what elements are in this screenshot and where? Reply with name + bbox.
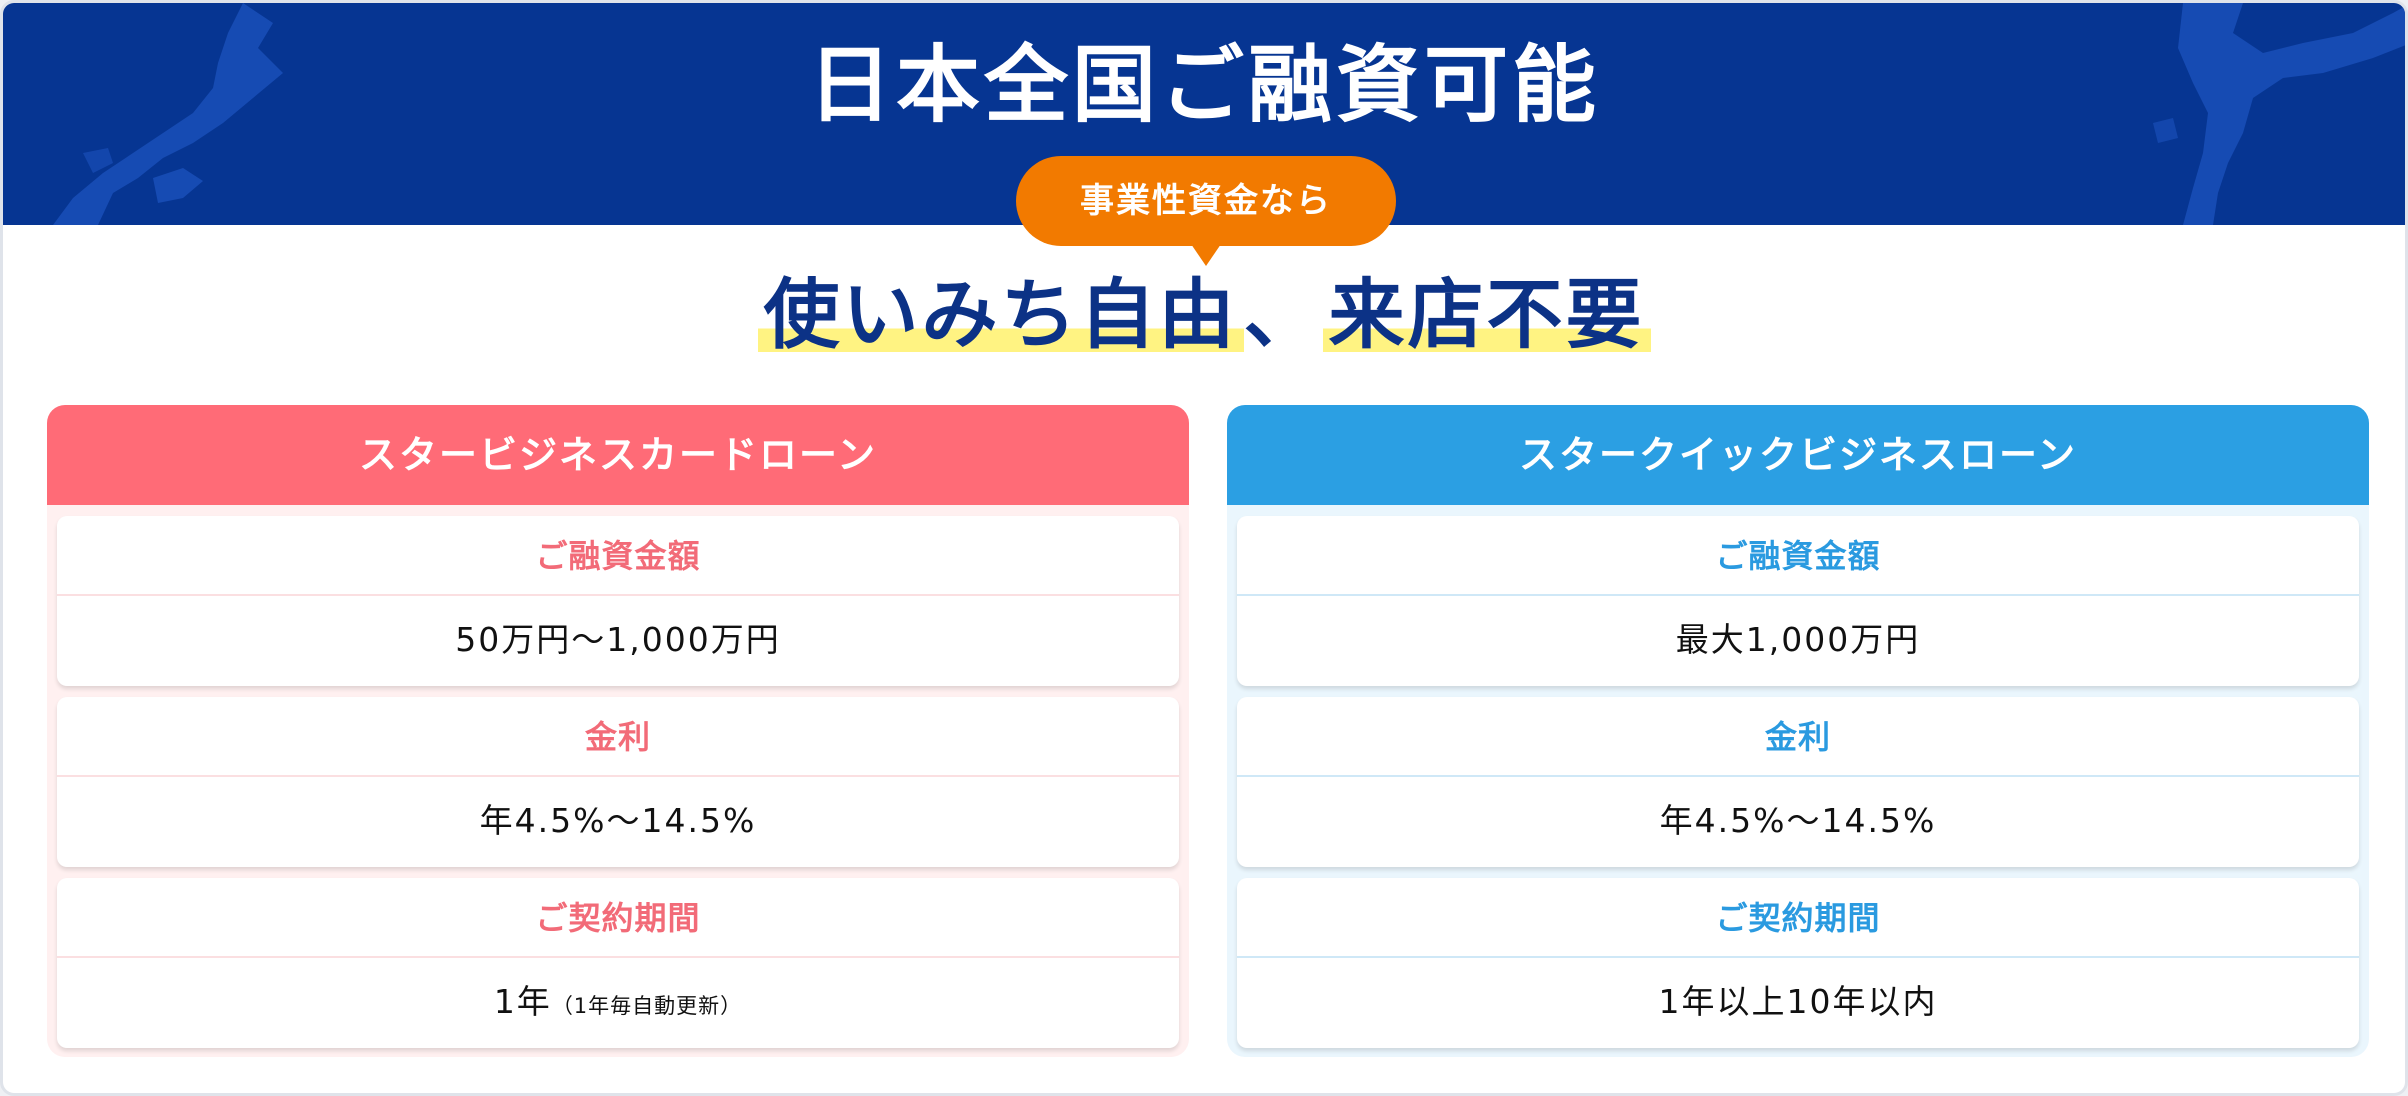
catchphrase-separator: 、 (1243, 270, 1323, 359)
catchphrase-part1: 使いみち自由 (757, 270, 1244, 359)
row-label: ご融資金額 (57, 516, 1179, 596)
row-value-wrapper: 1年（1年毎自動更新） (57, 958, 1179, 1046)
speech-bubble-label: 事業性資金なら (1016, 156, 1396, 266)
japan-map-left-decoration (53, 3, 283, 225)
hero-title: 日本全国ご融資可能 (807, 36, 1600, 134)
row-value-note: （1年毎自動更新） (551, 994, 743, 1018)
row-value: 50万円～1,000万円 (455, 620, 781, 659)
row-value: 年4.5%～14.5% (1659, 801, 1937, 840)
row-value: 最大1,000万円 (1675, 620, 1921, 659)
card-title: スタークイックビジネスローン (1227, 405, 2369, 505)
row-label: 金利 (57, 697, 1179, 777)
row-label: ご契約期間 (57, 878, 1179, 958)
catchphrase: 使いみち自由、来店不要 (3, 265, 2405, 365)
row-value: 年4.5%～14.5% (479, 801, 757, 840)
row-value: 1年以上10年以内 (1658, 982, 1938, 1021)
row-label: 金利 (1237, 697, 2359, 777)
row-label: ご契約期間 (1237, 878, 2359, 958)
japan-map-right-decoration (2153, 3, 2405, 225)
card-title: スタービジネスカードローン (47, 405, 1189, 505)
interest-rate-row: 金利 年4.5%～14.5% (1237, 697, 2359, 867)
row-value: 1年 (493, 982, 552, 1021)
catchphrase-part2: 来店不要 (1322, 270, 1651, 359)
interest-rate-row: 金利 年4.5%～14.5% (57, 697, 1179, 867)
row-label: ご融資金額 (1237, 516, 2359, 596)
contract-period-row: ご契約期間 1年以上10年以内 (1237, 878, 2359, 1048)
contract-period-row: ご契約期間 1年（1年毎自動更新） (57, 878, 1179, 1048)
loan-amount-row: ご融資金額 最大1,000万円 (1237, 516, 2359, 686)
loan-amount-row: ご融資金額 50万円～1,000万円 (57, 516, 1179, 686)
card-business-cardloan: スタービジネスカードローン ご融資金額 50万円～1,000万円 金利 年4.5… (47, 405, 1189, 1057)
card-quick-business-loan: スタークイックビジネスローン ご融資金額 最大1,000万円 金利 年4.5%～… (1227, 405, 2369, 1057)
